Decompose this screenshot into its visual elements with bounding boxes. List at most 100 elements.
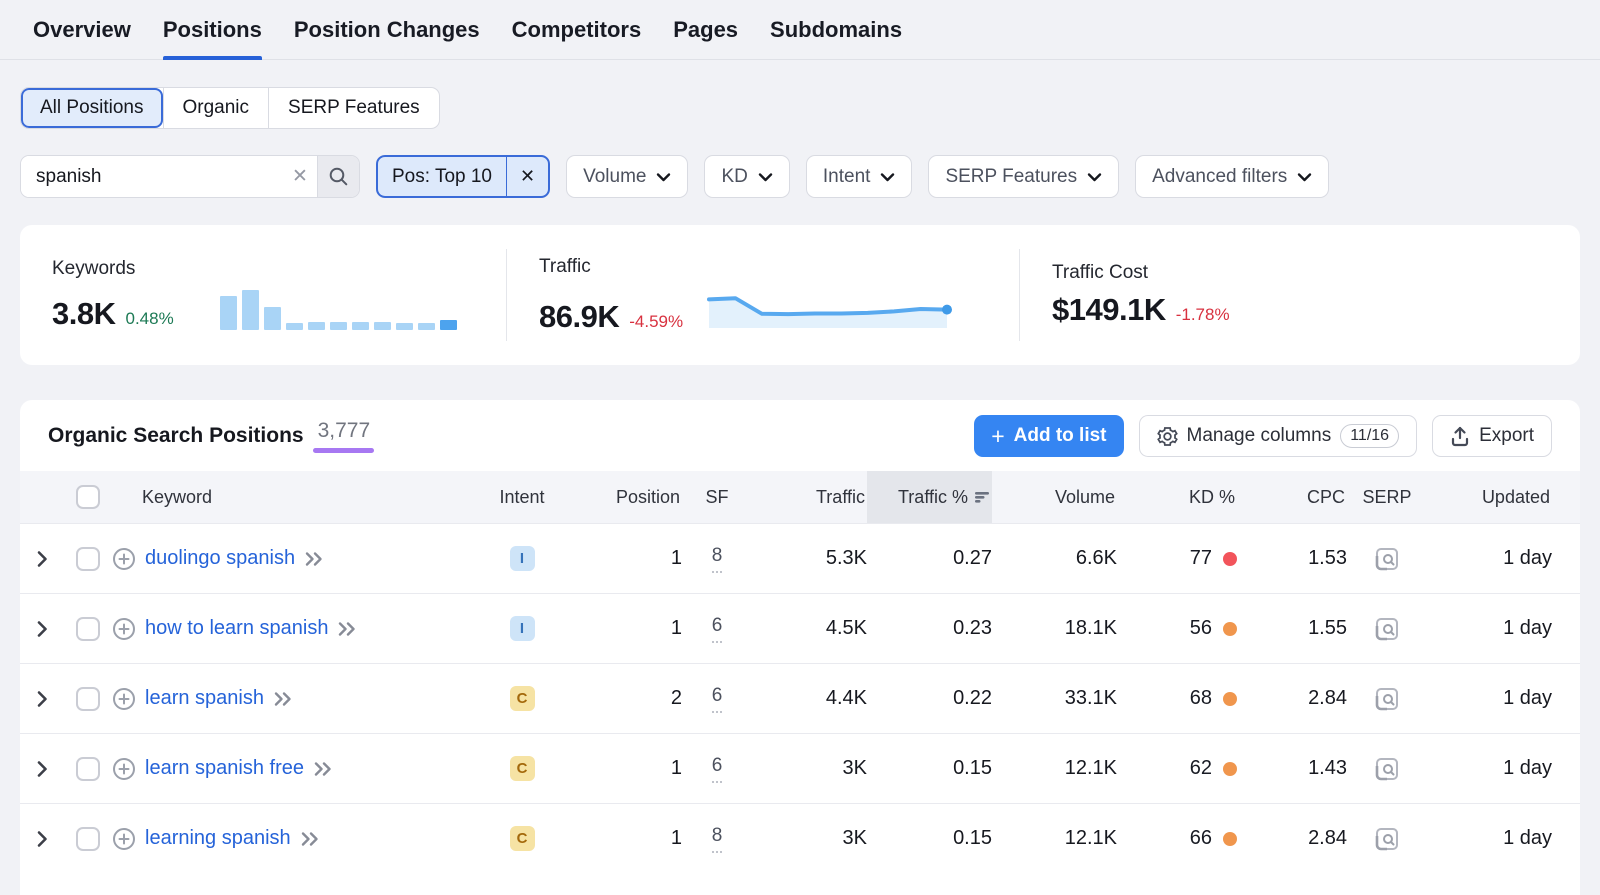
serp-preview-icon[interactable] xyxy=(1374,616,1400,642)
add-keyword-icon[interactable] xyxy=(112,617,136,641)
clear-search-icon[interactable]: ✕ xyxy=(292,166,308,187)
chip-label: Pos: Top 10 xyxy=(392,165,493,187)
header-intent[interactable]: Intent xyxy=(499,486,545,507)
search-input[interactable] xyxy=(21,156,283,197)
add-to-list-button[interactable]: + Add to list xyxy=(974,415,1124,457)
row-checkbox[interactable] xyxy=(76,756,100,781)
table-row[interactable]: learn spanish C 2 6 4.4K 0.22 33.1K 68 2… xyxy=(20,663,1580,733)
keyword-link[interactable]: duolingo spanish xyxy=(145,547,296,569)
table-row[interactable]: how to learn spanish I 1 6 4.5K 0.23 18.… xyxy=(20,593,1580,663)
manage-columns-button[interactable]: Manage columns 11/16 xyxy=(1138,415,1418,457)
header-volume[interactable]: Volume xyxy=(1054,486,1115,507)
position-value: 1 xyxy=(670,617,682,639)
traffic-value: 86.9K xyxy=(539,298,620,334)
kd-value: 62 xyxy=(1189,757,1212,779)
expand-chevron-icon[interactable] xyxy=(36,760,48,778)
keyword-details-icon[interactable] xyxy=(273,691,294,707)
traffic-stat: Traffic 86.9K -4.59% xyxy=(507,256,1019,335)
updated-value: 1 day xyxy=(1503,547,1552,569)
traffic-value: 3K xyxy=(842,827,867,849)
header-kd[interactable]: KD % xyxy=(1188,486,1235,507)
traffic-cost-value: $149.1K xyxy=(1052,292,1166,327)
row-checkbox[interactable] xyxy=(76,546,100,571)
search-button[interactable] xyxy=(317,156,359,197)
add-keyword-icon[interactable] xyxy=(112,687,136,711)
select-all-checkbox[interactable] xyxy=(76,485,100,509)
expand-chevron-icon[interactable] xyxy=(36,550,48,568)
position-type-segmented-control: All Positions Organic SERP Features xyxy=(20,87,440,129)
position-filter-chip[interactable]: Pos: Top 10 ✕ xyxy=(376,155,551,198)
sf-value[interactable]: 8 xyxy=(711,825,723,853)
volume-filter-dropdown[interactable]: Volume xyxy=(566,155,689,198)
expand-chevron-icon[interactable] xyxy=(36,690,48,708)
keyword-link[interactable]: how to learn spanish xyxy=(145,617,329,639)
row-checkbox[interactable] xyxy=(76,616,100,641)
volume-value: 12.1K xyxy=(1064,827,1117,849)
segment-organic[interactable]: Organic xyxy=(162,88,269,128)
export-icon xyxy=(1451,426,1469,446)
serp-preview-icon[interactable] xyxy=(1374,686,1400,712)
header-traffic-pct-sorted[interactable]: Traffic % xyxy=(867,471,992,523)
advanced-filters-dropdown[interactable]: Advanced filters xyxy=(1135,155,1330,198)
tab-positions[interactable]: Positions xyxy=(162,0,262,60)
export-button[interactable]: Export xyxy=(1432,415,1552,457)
results-count: 3,777 xyxy=(313,419,374,453)
keyword-details-icon[interactable] xyxy=(337,621,358,637)
header-traffic-pct-label: Traffic % xyxy=(897,486,968,507)
header-updated[interactable]: Updated xyxy=(1481,486,1550,507)
serp-preview-icon[interactable] xyxy=(1374,826,1400,852)
position-value: 1 xyxy=(670,547,682,569)
serp-preview-icon[interactable] xyxy=(1374,756,1400,782)
expand-chevron-icon[interactable] xyxy=(36,830,48,848)
kd-difficulty-dot xyxy=(1223,761,1237,776)
traffic-pct-value: 0.15 xyxy=(953,757,992,779)
segment-serp-features[interactable]: SERP Features xyxy=(268,88,439,128)
header-keyword[interactable]: Keyword xyxy=(142,486,213,507)
keyword-link[interactable]: learn spanish xyxy=(145,687,264,709)
cpc-value: 1.43 xyxy=(1308,757,1347,779)
row-checkbox[interactable] xyxy=(76,686,100,711)
intent-filter-dropdown[interactable]: Intent xyxy=(805,155,913,198)
tab-competitors[interactable]: Competitors xyxy=(511,16,642,42)
sf-value[interactable]: 8 xyxy=(711,545,723,573)
keyword-link[interactable]: learn spanish free xyxy=(145,757,304,779)
dropdown-label: Advanced filters xyxy=(1152,165,1288,187)
header-traffic[interactable]: Traffic xyxy=(815,486,865,507)
row-checkbox[interactable] xyxy=(76,826,100,851)
remove-filter-icon[interactable]: ✕ xyxy=(506,157,548,196)
sf-value[interactable]: 6 xyxy=(711,755,723,783)
sf-value[interactable]: 6 xyxy=(711,615,723,643)
kd-difficulty-dot xyxy=(1223,691,1237,706)
table-row[interactable]: duolingo spanish I 1 8 5.3K 0.27 6.6K 77… xyxy=(20,523,1580,593)
organic-positions-card: Organic Search Positions 3,777 + Add to … xyxy=(20,400,1580,895)
stat-divider xyxy=(1019,249,1020,341)
tab-pages[interactable]: Pages xyxy=(673,16,739,42)
stat-divider xyxy=(506,249,507,341)
updated-value: 1 day xyxy=(1503,827,1552,849)
kd-value: 77 xyxy=(1189,547,1212,569)
serp-preview-icon[interactable] xyxy=(1374,546,1400,572)
tab-position-changes[interactable]: Position Changes xyxy=(293,16,480,42)
add-keyword-icon[interactable] xyxy=(112,547,136,571)
segment-all-positions[interactable]: All Positions xyxy=(21,88,163,128)
kd-filter-dropdown[interactable]: KD xyxy=(704,155,790,198)
sf-value[interactable]: 6 xyxy=(711,685,723,713)
table-row[interactable]: learn spanish free C 1 6 3K 0.15 12.1K 6… xyxy=(20,733,1580,803)
header-sf[interactable]: SF xyxy=(705,486,729,507)
position-value: 2 xyxy=(670,687,682,709)
keyword-details-icon[interactable] xyxy=(313,761,334,777)
expand-chevron-icon[interactable] xyxy=(36,620,48,638)
tab-overview[interactable]: Overview xyxy=(33,16,131,42)
add-keyword-icon[interactable] xyxy=(112,757,136,781)
table-row[interactable]: learning spanish C 1 8 3K 0.15 12.1K 66 … xyxy=(20,803,1580,873)
header-serp[interactable]: SERP xyxy=(1362,486,1412,507)
serp-features-filter-dropdown[interactable]: SERP Features xyxy=(928,155,1120,198)
keyword-details-icon[interactable] xyxy=(300,831,321,847)
tab-subdomains[interactable]: Subdomains xyxy=(770,16,903,42)
cpc-value: 2.84 xyxy=(1308,827,1347,849)
keyword-details-icon[interactable] xyxy=(304,551,325,567)
keyword-link[interactable]: learning spanish xyxy=(145,827,291,849)
header-cpc[interactable]: CPC xyxy=(1306,486,1345,507)
add-keyword-icon[interactable] xyxy=(112,827,136,851)
header-position[interactable]: Position xyxy=(615,486,680,507)
